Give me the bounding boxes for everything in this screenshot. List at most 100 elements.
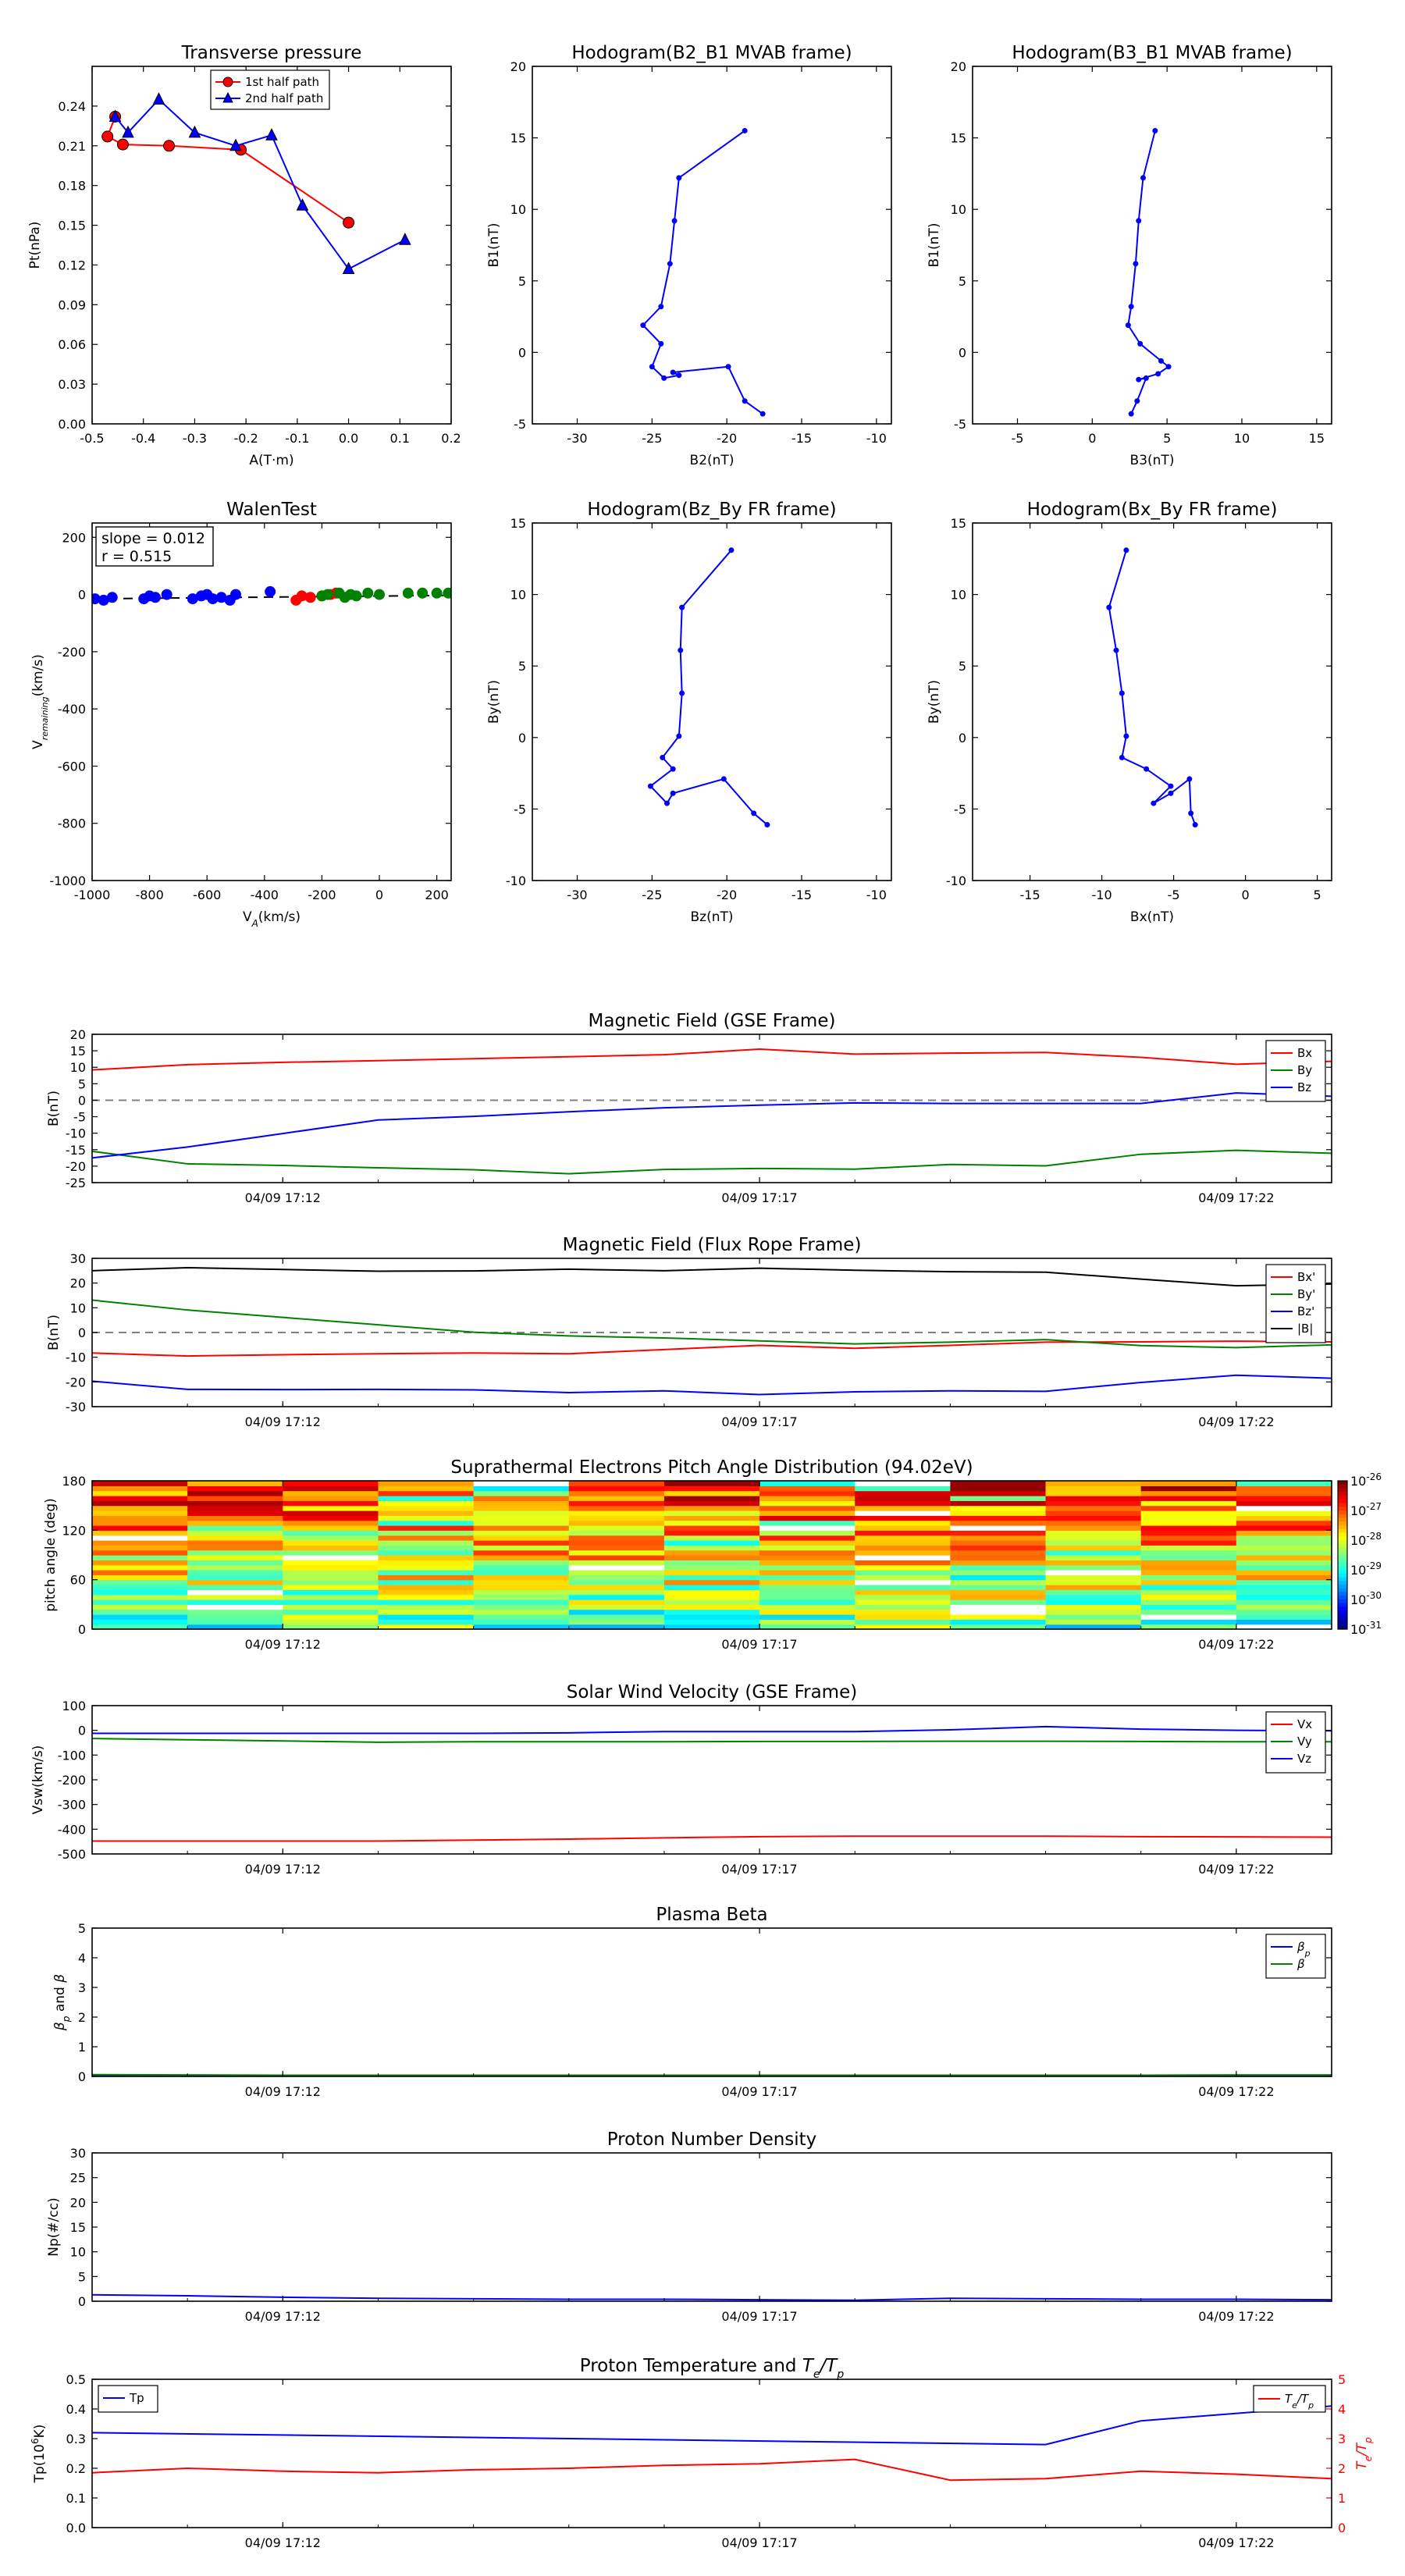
- data-point: [728, 547, 735, 553]
- heatmap-cell: [187, 1530, 283, 1536]
- heatmap-cell: [568, 1510, 665, 1516]
- data-point: [676, 175, 682, 181]
- y-tick-label: 0: [78, 1325, 86, 1340]
- heatmap-cell: [950, 1510, 1047, 1516]
- y-tick-label: 0: [78, 1093, 86, 1108]
- legend-label: Vy: [1297, 1735, 1312, 1749]
- heatmap-cell: [568, 1555, 665, 1560]
- heatmap-cell: [1045, 1485, 1142, 1492]
- heatmap-cell: [1140, 1505, 1237, 1511]
- x-tick-label: 0.2: [441, 431, 461, 446]
- panel-h1-frame: [532, 66, 892, 425]
- heatmap-cell: [568, 1540, 665, 1546]
- heatmap-cell: [1045, 1520, 1142, 1526]
- data-point: [362, 587, 374, 599]
- y-tick-label: 100: [62, 1699, 86, 1713]
- heatmap-cell: [950, 1604, 1047, 1610]
- legend-label: Vx: [1297, 1717, 1312, 1731]
- x-axis-label: Bx(nT): [1130, 909, 1174, 925]
- ts-panel-tp: Proton Temperature and Te/Tp 04/09 17:12 0…: [30, 2356, 1374, 2550]
- heatmap-cell: [759, 1619, 855, 1625]
- heatmap-cell: [473, 1510, 570, 1516]
- x-tick-label: -0.2: [234, 431, 258, 446]
- heatmap-cell: [950, 1550, 1047, 1556]
- heatmap-cell: [663, 1545, 760, 1551]
- x-axis-label: A(T·m): [249, 453, 293, 468]
- y-tick-label: 0.12: [58, 258, 86, 272]
- heatmap-cell: [92, 1545, 188, 1551]
- colorbar-step: [1338, 1592, 1347, 1596]
- y-tick-label: 10: [70, 1060, 86, 1075]
- panel-title: WalenTest: [226, 500, 317, 520]
- x-tick-label: 0: [375, 888, 383, 902]
- heatmap-cell: [473, 1496, 570, 1501]
- data-point: [163, 140, 176, 152]
- panel-fr2: Hodogram(Bx_By FR frame) -15 -10 -5 0 5 -10 -5 0…: [927, 500, 1332, 925]
- x-tick-label: 5: [1314, 888, 1321, 902]
- data-point: [759, 411, 766, 417]
- heatmap-cell: [1045, 1579, 1142, 1585]
- heatmap-cell: [855, 1579, 951, 1585]
- heatmap-cell: [759, 1500, 855, 1507]
- data-point: [1123, 733, 1129, 739]
- colorbar-step: [1338, 1581, 1347, 1585]
- heatmap-cell: [283, 1614, 379, 1620]
- heatmap-cell: [473, 1540, 570, 1546]
- data-point: [670, 369, 676, 375]
- heatmap-cell: [1140, 1589, 1237, 1596]
- heatmap-cell: [92, 1599, 188, 1605]
- heatmap-cell: [950, 1614, 1047, 1620]
- heatmap-cell: [1140, 1530, 1237, 1536]
- heatmap-cell: [950, 1574, 1047, 1581]
- series-line: [649, 550, 768, 826]
- colorbar-tick-label: 10-26: [1350, 1471, 1382, 1489]
- heatmap-cell: [1140, 1599, 1237, 1605]
- time-tick-label: 04/09 17:22: [1198, 2084, 1274, 2099]
- y-tick-label: 0.5: [66, 2372, 86, 2387]
- y-tick-label: 30: [70, 2146, 86, 2161]
- heatmap-cell: [855, 1624, 951, 1630]
- series-line: [92, 1835, 1332, 1842]
- heatmap-cell: [92, 1560, 188, 1566]
- plot-area: [1125, 127, 1172, 417]
- heatmap-cell: [473, 1570, 570, 1575]
- data-point: [122, 125, 134, 138]
- heatmap-cell: [187, 1515, 283, 1521]
- heatmap-cell: [855, 1530, 951, 1536]
- heatmap-cell: [378, 1614, 475, 1620]
- y-tick-label: 10: [510, 588, 526, 603]
- data-point: [399, 233, 411, 245]
- ts-panel-pad-frame: [91, 1480, 1332, 1630]
- y-tick-label: -10: [66, 1350, 86, 1365]
- y-tick-label: 15: [951, 516, 966, 531]
- data-point: [667, 261, 673, 267]
- heatmap-cell: [759, 1520, 855, 1526]
- colorbar-step: [1338, 1588, 1347, 1593]
- y-tick-label: 10: [951, 202, 966, 217]
- y2-axis-label: Te/Tp: [1354, 2437, 1374, 2470]
- data-point: [152, 92, 165, 105]
- ts-panel-np-frame: [91, 2152, 1332, 2302]
- heatmap-cell: [950, 1496, 1047, 1501]
- heatmap-cell: [187, 1510, 283, 1516]
- time-tick-label: 04/09 17:17: [721, 1190, 797, 1205]
- x-tick-label: -10: [866, 888, 887, 902]
- time-tick-label: 04/09 17:12: [245, 1414, 321, 1429]
- y-tick-label: -25: [66, 1176, 86, 1190]
- time-tick-label: 04/09 17:17: [721, 1637, 797, 1652]
- data-point: [742, 398, 748, 404]
- ts-panel-vsw-frame: [91, 1705, 1332, 1855]
- y-axis-label: Np(#/cc): [46, 2197, 62, 2256]
- heatmap-cell: [759, 1570, 855, 1575]
- heatmap-cell: [378, 1550, 475, 1556]
- y-tick-label: 15: [951, 131, 966, 146]
- y-tick-label: 0.24: [58, 99, 86, 114]
- heatmap-cell: [1045, 1604, 1142, 1610]
- y-tick-label: 15: [70, 1044, 86, 1059]
- panel-title: Magnetic Field (Flux Rope Frame): [563, 1235, 862, 1255]
- y-axis-label: B1(nT): [927, 223, 942, 268]
- heatmap-cell: [283, 1589, 379, 1596]
- heatmap-cell: [1140, 1594, 1237, 1600]
- panel-title: Magnetic Field (GSE Frame): [589, 1011, 836, 1031]
- ts-panel-tp-frame: [91, 2379, 1332, 2528]
